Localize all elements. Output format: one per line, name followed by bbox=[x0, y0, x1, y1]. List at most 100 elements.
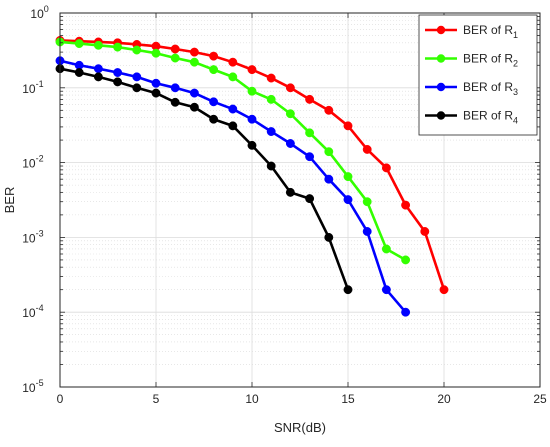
data-point bbox=[74, 68, 84, 77]
data-point bbox=[170, 97, 180, 107]
legend-swatch-marker bbox=[436, 25, 446, 35]
data-point bbox=[266, 161, 276, 171]
data-point bbox=[324, 105, 334, 115]
legend-swatch-marker bbox=[436, 82, 446, 92]
data-point bbox=[132, 83, 142, 93]
x-tick-label: 20 bbox=[437, 392, 451, 406]
series-3 bbox=[55, 56, 411, 317]
data-point bbox=[113, 77, 123, 87]
data-point bbox=[305, 194, 315, 204]
legend-entry: BER of R1 bbox=[425, 23, 518, 40]
data-point bbox=[93, 64, 103, 74]
x-axis-label: SNR(dB) bbox=[274, 420, 326, 435]
y-tick-label: 10-2 bbox=[22, 154, 43, 171]
data-point bbox=[247, 86, 257, 96]
data-point bbox=[324, 147, 334, 157]
data-point bbox=[401, 307, 411, 317]
ticks-layer: 0 5 10 15 20 25 100 10-1 10-2 10-3 10-4 10-5 bbox=[22, 4, 547, 406]
data-point bbox=[170, 44, 180, 54]
data-point bbox=[324, 174, 334, 184]
data-point bbox=[285, 139, 295, 148]
data-point bbox=[209, 65, 219, 75]
x-tick-label: 10 bbox=[245, 392, 259, 406]
legend-entry: BER of R3 bbox=[425, 80, 518, 97]
series-layer bbox=[55, 35, 449, 317]
data-point bbox=[228, 104, 238, 114]
data-point bbox=[266, 73, 276, 83]
data-point bbox=[362, 227, 372, 236]
y-axis-label: BER bbox=[2, 187, 17, 214]
data-point bbox=[362, 144, 372, 154]
data-point bbox=[151, 88, 161, 98]
data-point bbox=[401, 200, 411, 210]
data-point bbox=[381, 285, 391, 295]
data-point bbox=[189, 88, 199, 98]
legend-entry: BER of R2 bbox=[425, 52, 518, 69]
data-point bbox=[305, 94, 315, 104]
data-point bbox=[93, 40, 103, 50]
data-point bbox=[305, 128, 315, 138]
series-4 bbox=[55, 64, 353, 295]
data-point bbox=[228, 72, 238, 82]
legend: BER of R1 BER of R2 BER of R3 BER of R4 bbox=[418, 14, 538, 136]
data-point bbox=[324, 232, 334, 242]
x-tick-label: 15 bbox=[341, 392, 355, 406]
data-point bbox=[93, 72, 103, 82]
data-point bbox=[401, 255, 411, 265]
y-tick-label: 10-3 bbox=[22, 228, 43, 245]
legend-swatch-marker bbox=[436, 54, 446, 63]
series-2 bbox=[55, 37, 411, 265]
data-point bbox=[343, 285, 353, 295]
x-tick-label: 5 bbox=[153, 392, 160, 406]
data-point bbox=[305, 152, 315, 162]
data-point bbox=[228, 121, 238, 131]
legend-entry: BER of R4 bbox=[425, 109, 518, 126]
data-point bbox=[266, 127, 276, 137]
data-point bbox=[362, 197, 372, 207]
data-point bbox=[189, 47, 199, 57]
x-tick-label: 0 bbox=[57, 392, 64, 406]
data-point bbox=[170, 53, 180, 63]
legend-label: BER of R2 bbox=[463, 52, 518, 69]
data-point bbox=[247, 114, 257, 124]
data-point bbox=[343, 172, 353, 182]
data-point bbox=[343, 195, 353, 205]
y-tick-label: 10-4 bbox=[22, 303, 43, 320]
data-point bbox=[113, 68, 123, 77]
data-point bbox=[439, 285, 449, 295]
data-point bbox=[285, 109, 295, 119]
plot-area-border bbox=[59, 12, 541, 388]
data-point bbox=[420, 227, 430, 236]
legend-label: BER of R4 bbox=[463, 109, 518, 126]
data-point bbox=[247, 140, 257, 150]
data-point bbox=[343, 121, 353, 131]
data-point bbox=[189, 102, 199, 112]
data-point bbox=[151, 78, 161, 88]
data-point bbox=[285, 187, 295, 197]
data-point bbox=[132, 72, 142, 82]
legend-label: BER of R1 bbox=[463, 23, 518, 40]
data-point bbox=[170, 83, 180, 93]
data-point bbox=[209, 51, 219, 61]
data-point bbox=[113, 42, 123, 52]
data-point bbox=[381, 244, 391, 254]
data-point bbox=[132, 45, 142, 55]
legend-swatch-marker bbox=[436, 111, 446, 120]
x-tick-label: 25 bbox=[533, 392, 547, 406]
data-point bbox=[285, 83, 295, 93]
data-point bbox=[247, 65, 257, 75]
y-tick-label: 10-1 bbox=[22, 79, 43, 96]
data-point bbox=[266, 94, 276, 104]
series-line bbox=[59, 67, 350, 291]
data-point bbox=[151, 48, 161, 58]
y-tick-label: 10-5 bbox=[22, 378, 43, 395]
data-point bbox=[189, 57, 199, 67]
data-point bbox=[209, 114, 219, 124]
data-point bbox=[228, 57, 238, 67]
data-point bbox=[381, 163, 391, 173]
y-tick-label: 100 bbox=[30, 4, 48, 21]
data-point bbox=[74, 39, 84, 49]
data-point bbox=[209, 97, 219, 107]
